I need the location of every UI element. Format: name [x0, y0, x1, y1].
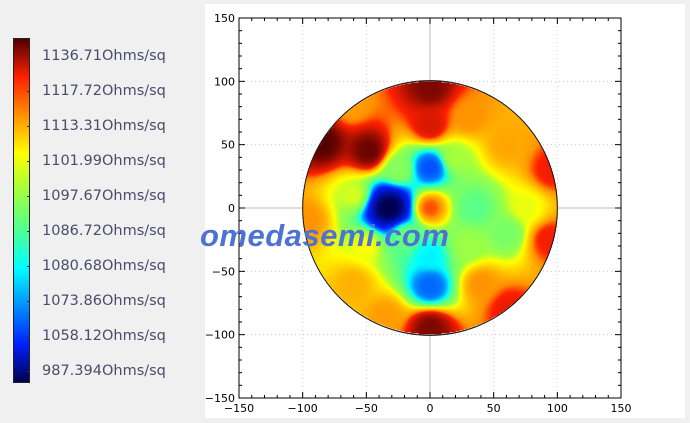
- x-tick-label: −150: [224, 402, 254, 415]
- colorbar-tick: [27, 266, 30, 267]
- wafer-map-chart: −150 −100 −50 0 50 100 150 150 100 50 0 −50 −100 −150: [205, 12, 632, 415]
- y-tick-label: −150: [205, 392, 235, 405]
- y-tick-label: 100: [214, 75, 235, 88]
- colorbar: [13, 38, 30, 383]
- y-tick-label: −100: [205, 329, 235, 342]
- colorbar-tick: [27, 231, 30, 232]
- colorbar-tick: [27, 126, 30, 127]
- plot-panel: −150 −100 −50 0 50 100 150 150 100 50 0 −50 −100 −150: [205, 4, 685, 418]
- colorbar-label: 987.394Ohms/sq: [42, 363, 166, 379]
- wafer-outline: [302, 80, 558, 336]
- wafer-heatmap: [302, 81, 558, 335]
- colorbar-label: 1080.68Ohms/sq: [42, 258, 166, 274]
- colorbar-tick: [27, 91, 30, 92]
- colorbar-label: 1101.99Ohms/sq: [42, 153, 166, 169]
- x-tick-label: 50: [487, 402, 501, 415]
- x-tick-label: −50: [355, 402, 378, 415]
- y-tick-label: 0: [228, 202, 235, 215]
- watermark-logo: omedasemi.com: [200, 218, 450, 253]
- colorbar-tick: [27, 371, 30, 372]
- colorbar-tick: [27, 301, 30, 302]
- y-tick-label: 150: [214, 12, 235, 25]
- colorbar-tick: [27, 336, 30, 337]
- x-tick-label: −100: [288, 402, 318, 415]
- colorbar-label: 1117.72Ohms/sq: [42, 83, 166, 99]
- colorbar-label: 1136.71Ohms/sq: [42, 48, 166, 64]
- x-tick-label: 0: [427, 402, 434, 415]
- y-tick-label: 50: [221, 139, 235, 152]
- colorbar-label: 1086.72Ohms/sq: [42, 223, 166, 239]
- x-tick-label: 150: [611, 402, 632, 415]
- y-tick-label: −50: [212, 265, 235, 278]
- colorbar-label: 1113.31Ohms/sq: [42, 118, 166, 134]
- colorbar-label: 1097.67Ohms/sq: [42, 188, 166, 204]
- colorbar-tick: [27, 196, 30, 197]
- colorbar-label: 1058.12Ohms/sq: [42, 328, 166, 344]
- colorbar-tick: [27, 161, 30, 162]
- colorbar-label: 1073.86Ohms/sq: [42, 293, 166, 309]
- colorbar-tick: [27, 56, 30, 57]
- x-tick-label: 100: [547, 402, 568, 415]
